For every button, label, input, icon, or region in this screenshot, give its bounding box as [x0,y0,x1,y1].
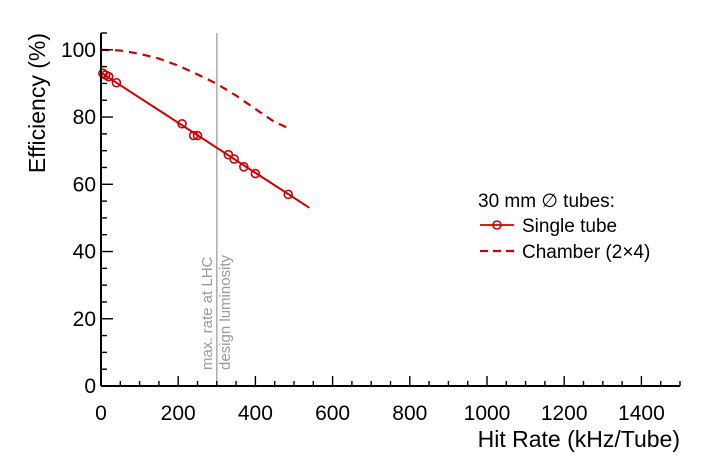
single-tube-data-point [250,168,261,179]
y-tick-label: 20 [73,308,96,331]
y-tick-label: 40 [73,241,96,264]
x-tick-label: 600 [315,402,350,425]
single-tube-data-point [177,118,187,129]
legend-label: Single tube [522,216,617,237]
x-tick-label: 0 [95,402,107,425]
data-layer [98,48,310,209]
legend-label: Chamber (2×4) [522,242,650,263]
y-tick-label: 100 [61,39,96,62]
single-tube-data-point [192,130,203,141]
single-tube-data-point [188,130,199,141]
x-tick-label: 200 [161,402,196,425]
single-tube-data-point [103,71,114,82]
y-tick-label: 60 [73,173,96,196]
x-axis-title: Hit Rate (kHz/Tube) [478,426,680,452]
legend-entry-single-tube: Single tube [480,216,617,237]
x-tick-label: 400 [238,402,273,425]
x-tick-label: 1000 [464,402,511,425]
legend: 30 mm ∅ tubes: Single tube Chamber (2×4) [478,191,650,263]
annotation-text: max. rate at LHC [199,256,216,370]
chamber-efficiency-curve [100,48,291,130]
y-tick-label: 80 [73,106,96,129]
annotation-text: design luminosity [217,254,234,370]
y-tick-label: 0 [84,375,96,398]
annotation-layer: max. rate at LHC design luminosity [199,33,234,386]
single-tube-data-point [229,154,239,164]
legend-title: 30 mm ∅ tubes: [478,191,615,212]
legend-swatch-marker [492,220,502,230]
single-tube-fit-line [100,71,310,209]
legend-entry-chamber: Chamber (2×4) [480,242,650,263]
x-tick-label: 1200 [541,402,588,425]
single-tube-data-point [111,77,122,88]
x-tick-label: 1400 [618,402,665,425]
single-tube-data-point [239,162,249,172]
y-axis-title: Efficiency (%) [24,33,50,173]
x-tick-label: 800 [392,402,427,425]
single-tube-data-point [283,189,294,200]
axes: 0 200 400 600 800 1000 1200 1400 0 20 40 60 80 100 Hit… [24,32,681,452]
